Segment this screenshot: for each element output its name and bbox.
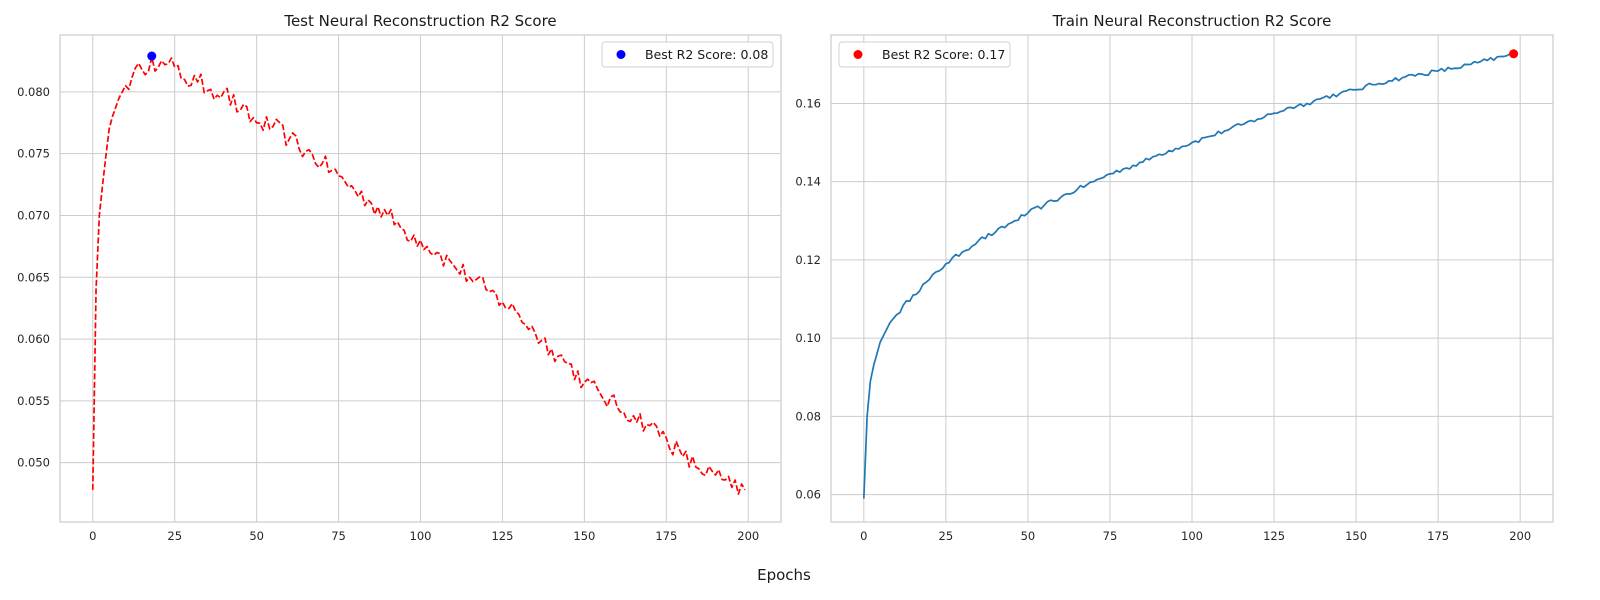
series-line <box>91 56 746 495</box>
x-tick-label: 125 <box>1263 529 1285 543</box>
legend-label: Best R2 Score: 0.08 <box>645 47 768 62</box>
x-tick-label: 50 <box>249 529 264 543</box>
y-tick-label: 0.075 <box>17 147 50 161</box>
chart-test: 0 25 50 75 100 125 150 175 200 0.050 0.055 0.060 0.0… <box>17 12 782 543</box>
series-line <box>862 52 1514 499</box>
legend: Best R2 Score: 0.08 <box>601 41 774 68</box>
x-tick-label: 175 <box>655 529 677 543</box>
x-tick-label: 125 <box>491 529 513 543</box>
chart-train: 0 25 50 75 100 125 150 175 200 0.06 0.08 0.10 0.12 0.… <box>795 12 1554 543</box>
y-tick-label: 0.12 <box>795 253 821 267</box>
chart-title: Test Neural Reconstruction R2 Score <box>283 12 556 30</box>
grid <box>60 35 781 522</box>
x-tick-label: 75 <box>331 529 346 543</box>
x-tick-label: 75 <box>1103 529 1118 543</box>
y-tick-label: 0.080 <box>17 85 50 99</box>
x-tick-label: 50 <box>1021 529 1036 543</box>
legend-label: Best R2 Score: 0.17 <box>882 47 1005 62</box>
y-tick-label: 0.060 <box>17 332 50 346</box>
x-tick-label: 0 <box>89 529 96 543</box>
y-tick-label: 0.065 <box>17 270 50 284</box>
axes-frame <box>830 34 1554 523</box>
axes-frame <box>59 34 782 523</box>
chart-title: Train Neural Reconstruction R2 Score <box>1052 12 1332 30</box>
y-tick-label: 0.16 <box>795 96 821 110</box>
y-tick-label: 0.14 <box>795 175 821 189</box>
legend-marker <box>616 50 626 59</box>
legend-box <box>601 41 774 68</box>
best-score-marker <box>147 51 157 61</box>
x-tick-label: 200 <box>737 529 759 543</box>
legend: Best R2 Score: 0.17 <box>838 41 1011 68</box>
x-tick-label: 25 <box>939 529 954 543</box>
y-tick-label: 0.10 <box>795 331 821 345</box>
y-tick-label: 0.070 <box>17 208 50 222</box>
figure-xlabel: Epochs <box>757 566 811 584</box>
x-tick-label: 100 <box>410 529 432 543</box>
y-tick-label: 0.050 <box>17 456 50 470</box>
y-tick-label: 0.06 <box>795 488 821 502</box>
y-tick-label: 0.08 <box>795 409 821 423</box>
x-tick-label: 200 <box>1509 529 1531 543</box>
x-tick-label: 150 <box>573 529 595 543</box>
x-tick-label: 25 <box>167 529 182 543</box>
x-tick-label: 100 <box>1181 529 1203 543</box>
x-tick-label: 150 <box>1345 529 1367 543</box>
legend-marker <box>853 50 863 59</box>
x-tick-label: 0 <box>860 529 867 543</box>
y-tick-label: 0.055 <box>17 394 50 408</box>
best-score-marker <box>1509 49 1519 59</box>
x-tick-label: 175 <box>1427 529 1449 543</box>
legend-box <box>838 41 1011 68</box>
